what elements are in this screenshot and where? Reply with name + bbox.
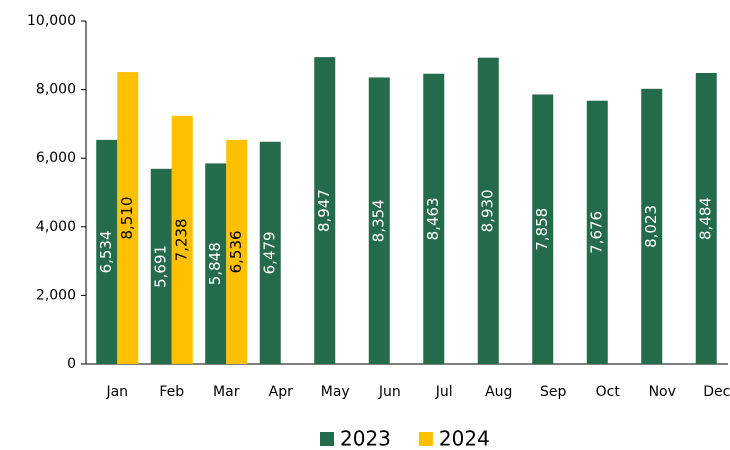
bar bbox=[96, 139, 118, 364]
x-tick-label: Apr bbox=[269, 384, 293, 400]
y-tick-label: 0 bbox=[67, 356, 76, 372]
bar bbox=[314, 57, 336, 365]
bar bbox=[171, 115, 193, 364]
value-label: 7,858 bbox=[533, 208, 551, 251]
value-label: 5,691 bbox=[152, 245, 170, 288]
legend-swatch bbox=[320, 432, 334, 446]
bar bbox=[532, 94, 554, 365]
bar bbox=[477, 57, 499, 365]
value-label: 6,479 bbox=[261, 231, 279, 274]
x-tick-label: Nov bbox=[649, 384, 676, 400]
value-label: 8,463 bbox=[424, 197, 442, 240]
value-label: 6,536 bbox=[227, 230, 245, 273]
x-tick-label: Dec bbox=[703, 384, 730, 400]
bar bbox=[226, 139, 248, 364]
value-label: 8,947 bbox=[315, 189, 333, 232]
value-label: 6,534 bbox=[97, 230, 115, 273]
x-tick-label: Jun bbox=[378, 384, 401, 400]
y-tick-label: 8,000 bbox=[36, 82, 76, 98]
x-tick-label: Mar bbox=[213, 384, 240, 400]
value-label: 8,354 bbox=[370, 199, 388, 242]
value-label: 8,023 bbox=[642, 205, 660, 248]
legend-label: 2023 bbox=[340, 427, 391, 450]
bar bbox=[641, 88, 663, 364]
y-tick-label: 2,000 bbox=[36, 287, 76, 303]
value-label: 7,676 bbox=[588, 211, 606, 254]
bar bbox=[205, 163, 227, 364]
bar bbox=[423, 73, 445, 364]
y-tick-label: 6,000 bbox=[36, 150, 76, 166]
x-tick-label: Jan bbox=[105, 384, 128, 400]
x-tick-label: Aug bbox=[485, 384, 512, 400]
bar bbox=[368, 77, 390, 365]
bar bbox=[586, 100, 608, 365]
bar bbox=[150, 168, 172, 364]
y-tick-label: 4,000 bbox=[36, 219, 76, 235]
x-tick-label: Jul bbox=[435, 384, 453, 400]
y-tick-label: 10,000 bbox=[27, 13, 76, 29]
bar bbox=[117, 72, 139, 365]
value-label: 7,238 bbox=[173, 218, 191, 261]
bar bbox=[259, 141, 281, 364]
x-tick-label: Sep bbox=[540, 384, 567, 400]
value-label: 8,930 bbox=[479, 189, 497, 232]
value-label: 8,484 bbox=[697, 197, 715, 240]
x-tick-label: Feb bbox=[159, 384, 184, 400]
legend-label: 2024 bbox=[439, 427, 490, 450]
value-label: 8,510 bbox=[118, 197, 136, 240]
value-label: 5,848 bbox=[206, 242, 224, 285]
x-tick-label: Oct bbox=[596, 384, 621, 400]
bar bbox=[695, 72, 717, 364]
legend-swatch bbox=[418, 432, 433, 446]
x-tick-label: May bbox=[321, 384, 350, 400]
